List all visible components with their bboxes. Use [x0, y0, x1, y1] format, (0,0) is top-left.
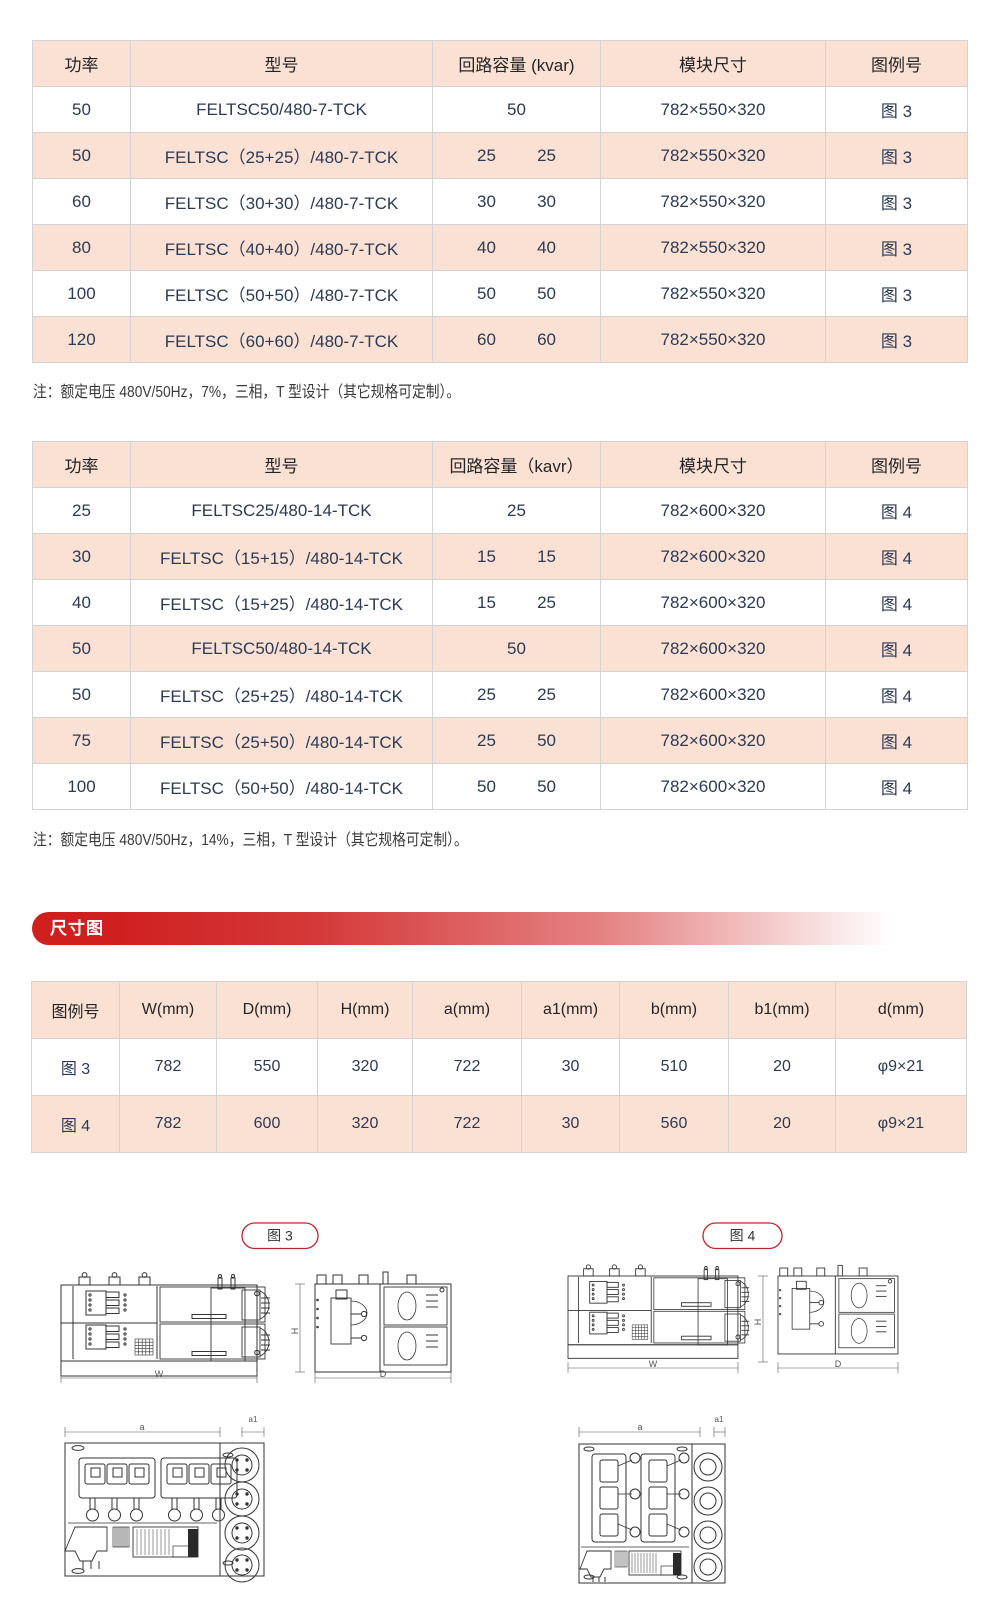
- svg-text:图 4: 图 4: [730, 1228, 756, 1244]
- svg-text:a1: a1: [715, 1415, 724, 1424]
- svg-text:图 3: 图 3: [267, 1228, 293, 1244]
- svg-text:W: W: [155, 1369, 164, 1379]
- svg-text:W: W: [649, 1359, 658, 1369]
- svg-text:D: D: [835, 1359, 842, 1369]
- svg-text:H: H: [290, 1328, 300, 1335]
- svg-text:H: H: [753, 1319, 763, 1326]
- svg-text:a: a: [637, 1422, 642, 1432]
- svg-text:a: a: [139, 1422, 144, 1432]
- svg-text:a1: a1: [249, 1415, 258, 1424]
- svg-text:D: D: [380, 1369, 387, 1379]
